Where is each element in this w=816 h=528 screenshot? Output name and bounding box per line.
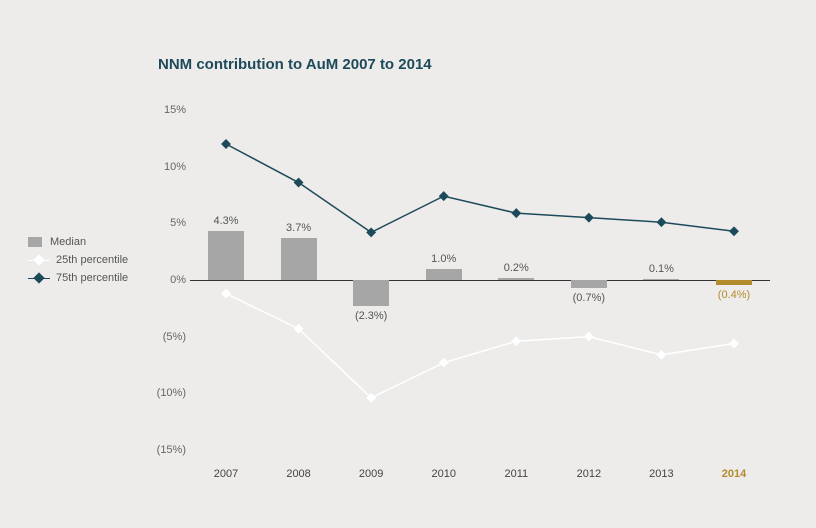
p25-line [226,294,734,398]
p75-marker [221,139,231,149]
median-bar [353,280,389,306]
p25-marker [511,336,521,346]
chart-plot: 15%10%5%0%(5%)(10%)(15%)4.3%20073.7%2008… [190,110,770,450]
p75-marker [511,208,521,218]
p75-line [226,144,734,232]
y-axis-tick: 5% [142,217,186,229]
p25-marker [729,339,739,349]
median-bar-label: (0.4%) [718,289,750,301]
p25-marker [221,289,231,299]
legend-label-p25: 25th percentile [56,254,128,266]
legend-item-p75: 75th percentile [28,272,128,284]
p25-marker [656,350,666,360]
y-axis-tick: (15%) [142,444,186,456]
y-axis-tick: 0% [142,274,186,286]
legend-item-p25: 25th percentile [28,254,128,266]
median-bar [498,278,534,280]
x-axis-label: 2010 [431,468,455,480]
median-bar [716,280,752,285]
legend-label-median: Median [50,236,86,248]
p25-marker [439,358,449,368]
median-bar-label: 4.3% [213,215,238,227]
y-axis-tick: 15% [142,104,186,116]
p25-marker [584,332,594,342]
median-bar [426,269,462,280]
x-axis-label: 2007 [214,468,238,480]
legend-swatch-median [28,237,42,247]
p75-marker [729,226,739,236]
legend-item-median: Median [28,236,128,248]
x-axis-label: 2008 [286,468,310,480]
median-bar-label: 1.0% [431,253,456,265]
p75-marker [439,191,449,201]
legend-label-p75: 75th percentile [56,272,128,284]
median-bar [281,238,317,280]
median-bar-label: 0.2% [504,262,529,274]
x-axis-label: 2013 [649,468,673,480]
p75-marker [656,217,666,227]
x-axis-line [190,280,770,281]
median-bar-label: 3.7% [286,222,311,234]
median-bar-label: 0.1% [649,263,674,275]
x-axis-label: 2014 [722,468,746,480]
p75-marker [584,213,594,223]
p75-marker [366,227,376,237]
p75-marker [294,178,304,188]
x-axis-label: 2009 [359,468,383,480]
median-bar [643,279,679,280]
y-axis-tick: (5%) [142,331,186,343]
y-axis-tick: (10%) [142,387,186,399]
x-axis-label: 2011 [504,468,528,480]
median-bar-label: (2.3%) [355,310,387,322]
median-bar-label: (0.7%) [573,292,605,304]
chart-title: NNM contribution to AuM 2007 to 2014 [158,56,432,73]
x-axis-label: 2012 [577,468,601,480]
median-bar [571,280,607,288]
median-bar [208,231,244,280]
legend: Median 25th percentile 75th percentile [28,236,128,290]
y-axis-tick: 10% [142,161,186,173]
